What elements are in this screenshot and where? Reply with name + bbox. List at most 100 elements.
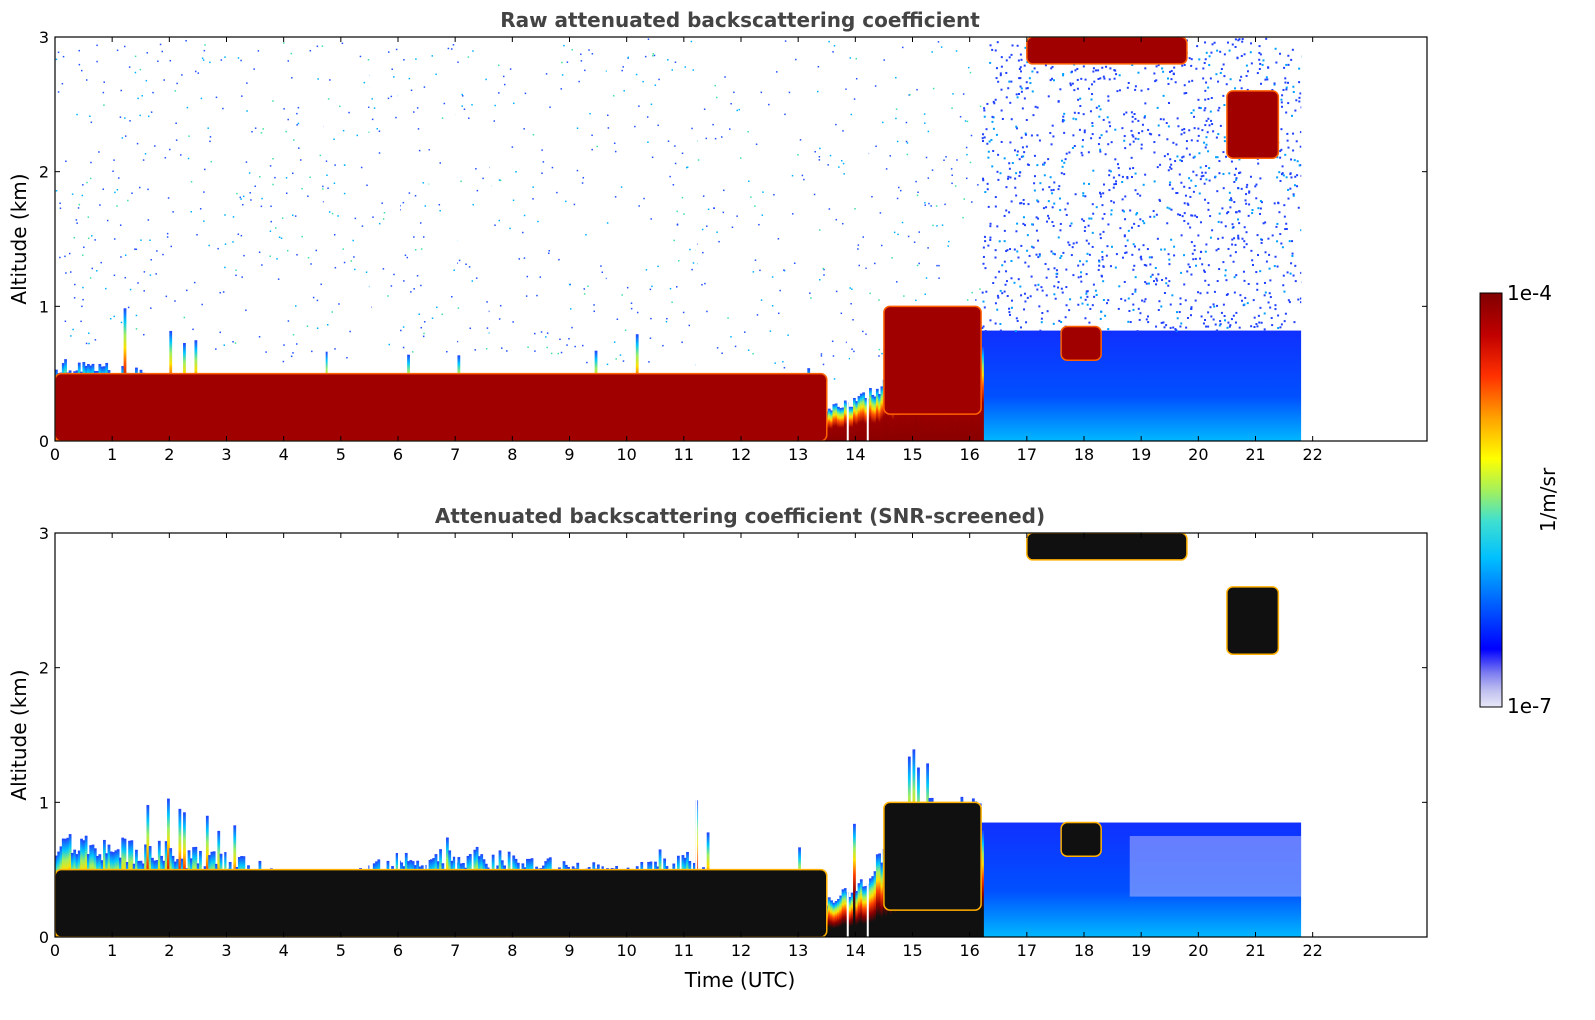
noise-pixel	[736, 215, 738, 217]
noise-pixel	[1223, 140, 1226, 143]
noise-pixel	[983, 306, 986, 309]
noise-pixel	[1023, 151, 1026, 154]
noise-pixel	[1026, 87, 1029, 90]
noise-pixel	[1203, 109, 1206, 112]
noise-pixel	[1165, 324, 1168, 327]
noise-pixel	[986, 102, 989, 105]
noise-pixel	[82, 254, 84, 256]
noise-pixel	[1280, 323, 1283, 326]
noise-pixel	[1193, 249, 1196, 252]
noise-pixel	[774, 362, 776, 364]
noise-pixel	[1102, 265, 1105, 268]
noise-pixel	[1157, 124, 1160, 127]
noise-pixel	[1262, 222, 1265, 225]
noise-pixel	[624, 329, 627, 331]
noise-pixel	[272, 157, 274, 160]
noise-pixel	[571, 48, 573, 51]
x-tick-label: 12	[731, 941, 751, 960]
noise-pixel	[1099, 237, 1102, 240]
noise-pixel	[1147, 282, 1150, 285]
noise-pixel	[647, 38, 650, 40]
noise-pixel	[196, 234, 198, 236]
noise-pixel	[1287, 81, 1290, 84]
noise-pixel	[714, 137, 717, 140]
noise-pixel	[1233, 291, 1236, 294]
noise-pixel	[716, 231, 718, 233]
noise-pixel	[343, 192, 346, 195]
noise-pixel	[1051, 124, 1054, 127]
noise-pixel	[373, 107, 376, 109]
noise-pixel	[1195, 67, 1198, 70]
noise-pixel	[654, 84, 657, 86]
noise-pixel	[1134, 137, 1137, 140]
noise-pixel	[1101, 255, 1104, 258]
noise-pixel	[833, 44, 836, 47]
noise-pixel	[1250, 62, 1253, 65]
noise-pixel	[1092, 212, 1095, 215]
noise-pixel	[1085, 273, 1088, 276]
noise-pixel	[461, 95, 464, 97]
noise-pixel	[208, 244, 210, 247]
noise-pixel	[537, 220, 539, 223]
noise-pixel	[154, 145, 156, 147]
noise-pixel	[1040, 286, 1043, 289]
noise-pixel	[59, 256, 61, 259]
noise-pixel	[1292, 274, 1295, 277]
noise-pixel	[103, 104, 105, 106]
noise-pixel	[992, 149, 995, 152]
noise-pixel	[285, 192, 288, 195]
noise-pixel	[896, 140, 899, 143]
noise-pixel	[1009, 141, 1012, 144]
noise-pixel	[1023, 224, 1026, 227]
layer-column	[832, 404, 836, 441]
noise-pixel	[1180, 181, 1183, 184]
noise-pixel	[1124, 299, 1127, 302]
noise-pixel	[1061, 291, 1064, 294]
noise-pixel	[1174, 328, 1177, 331]
noise-pixel	[1228, 199, 1231, 202]
noise-pixel	[1219, 124, 1222, 127]
noise-pixel	[1275, 61, 1278, 64]
noise-pixel	[1292, 149, 1295, 152]
noise-pixel	[1241, 299, 1244, 302]
noise-pixel	[1296, 174, 1299, 177]
noise-pixel	[999, 74, 1002, 77]
noise-pixel	[1131, 253, 1134, 256]
noise-pixel	[849, 57, 852, 59]
noise-pixel	[1060, 159, 1063, 162]
noise-pixel	[431, 55, 434, 57]
noise-pixel	[296, 112, 298, 115]
noise-pixel	[1243, 279, 1246, 282]
noise-pixel	[159, 43, 162, 46]
noise-pixel	[1179, 297, 1182, 300]
noise-pixel	[1207, 98, 1210, 101]
x-tick-label: 0	[50, 941, 60, 960]
noise-pixel	[987, 150, 990, 153]
noise-pixel	[787, 334, 789, 336]
noise-pixel	[1071, 82, 1074, 85]
noise-pixel	[1276, 240, 1279, 243]
noise-pixel	[1250, 325, 1253, 328]
noise-pixel	[1233, 276, 1236, 279]
noise-pixel	[1115, 253, 1118, 256]
noise-pixel	[1047, 214, 1050, 217]
noise-pixel	[1297, 298, 1300, 301]
noise-pixel	[1217, 237, 1220, 240]
noise-pixel	[1023, 292, 1026, 295]
noise-pixel	[996, 225, 999, 228]
noise-pixel	[342, 129, 345, 132]
noise-pixel	[1298, 100, 1301, 103]
noise-pixel	[701, 283, 703, 286]
noise-pixel	[1137, 71, 1140, 74]
layer-column	[862, 392, 865, 441]
x-tick-label: 19	[1131, 445, 1151, 464]
noise-pixel	[1199, 257, 1202, 260]
noise-pixel	[1234, 87, 1237, 90]
noise-pixel	[1126, 177, 1129, 180]
noise-pixel	[1267, 237, 1270, 240]
noise-pixel	[1041, 312, 1044, 315]
noise-pixel	[927, 177, 930, 179]
noise-pixel	[428, 149, 430, 151]
noise-pixel	[1199, 221, 1202, 224]
noise-pixel	[683, 213, 685, 215]
